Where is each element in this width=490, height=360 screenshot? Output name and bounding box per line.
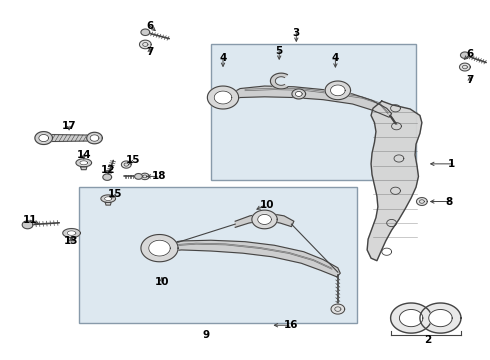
Polygon shape <box>87 132 102 144</box>
Polygon shape <box>105 202 111 205</box>
Polygon shape <box>135 174 143 179</box>
Text: 1: 1 <box>448 159 455 169</box>
Polygon shape <box>45 134 94 141</box>
Text: 4: 4 <box>220 53 227 63</box>
Polygon shape <box>235 213 294 227</box>
Text: 4: 4 <box>332 53 339 63</box>
Polygon shape <box>258 215 271 225</box>
Polygon shape <box>331 85 345 96</box>
Polygon shape <box>270 73 288 89</box>
Text: 15: 15 <box>108 189 123 199</box>
Polygon shape <box>103 174 112 180</box>
Polygon shape <box>68 238 75 241</box>
Text: 2: 2 <box>425 334 432 345</box>
Polygon shape <box>325 81 350 100</box>
Text: 10: 10 <box>155 277 169 287</box>
Text: 16: 16 <box>284 320 298 330</box>
Polygon shape <box>367 101 422 261</box>
Polygon shape <box>157 240 340 277</box>
Polygon shape <box>230 86 392 117</box>
Polygon shape <box>35 132 52 144</box>
Polygon shape <box>67 231 76 235</box>
Polygon shape <box>122 161 131 168</box>
Polygon shape <box>149 240 170 256</box>
Polygon shape <box>461 52 469 58</box>
Text: 14: 14 <box>76 150 91 160</box>
Polygon shape <box>429 310 452 327</box>
Polygon shape <box>104 197 112 201</box>
Text: 9: 9 <box>202 330 209 340</box>
Polygon shape <box>207 86 239 109</box>
Polygon shape <box>141 29 150 36</box>
Text: 6: 6 <box>146 21 153 31</box>
Text: 17: 17 <box>62 121 76 131</box>
Text: 10: 10 <box>260 200 274 210</box>
Text: 8: 8 <box>445 197 453 207</box>
Text: 18: 18 <box>152 171 167 181</box>
Text: 5: 5 <box>275 46 283 56</box>
Polygon shape <box>420 303 461 333</box>
Text: 7: 7 <box>466 75 473 85</box>
Text: 6: 6 <box>466 49 473 59</box>
Polygon shape <box>140 40 151 49</box>
Text: 11: 11 <box>23 215 37 225</box>
Polygon shape <box>295 91 302 96</box>
Polygon shape <box>331 304 344 314</box>
Polygon shape <box>416 198 427 206</box>
Polygon shape <box>141 234 178 262</box>
Text: 3: 3 <box>293 28 300 38</box>
Polygon shape <box>399 310 423 327</box>
Text: 15: 15 <box>125 155 140 165</box>
Polygon shape <box>39 134 49 141</box>
Polygon shape <box>141 173 149 180</box>
Polygon shape <box>76 159 92 167</box>
Bar <box>211 44 416 180</box>
Polygon shape <box>252 210 277 229</box>
Bar <box>79 187 357 323</box>
Polygon shape <box>63 229 80 238</box>
Polygon shape <box>81 167 87 170</box>
Polygon shape <box>460 63 470 71</box>
Polygon shape <box>292 89 306 99</box>
Polygon shape <box>90 135 99 141</box>
Text: 12: 12 <box>101 165 116 175</box>
Text: 7: 7 <box>146 46 153 57</box>
Polygon shape <box>214 91 232 104</box>
Polygon shape <box>101 195 116 202</box>
Text: 13: 13 <box>64 236 79 246</box>
Polygon shape <box>80 161 88 165</box>
Polygon shape <box>22 221 33 229</box>
Polygon shape <box>391 303 432 333</box>
